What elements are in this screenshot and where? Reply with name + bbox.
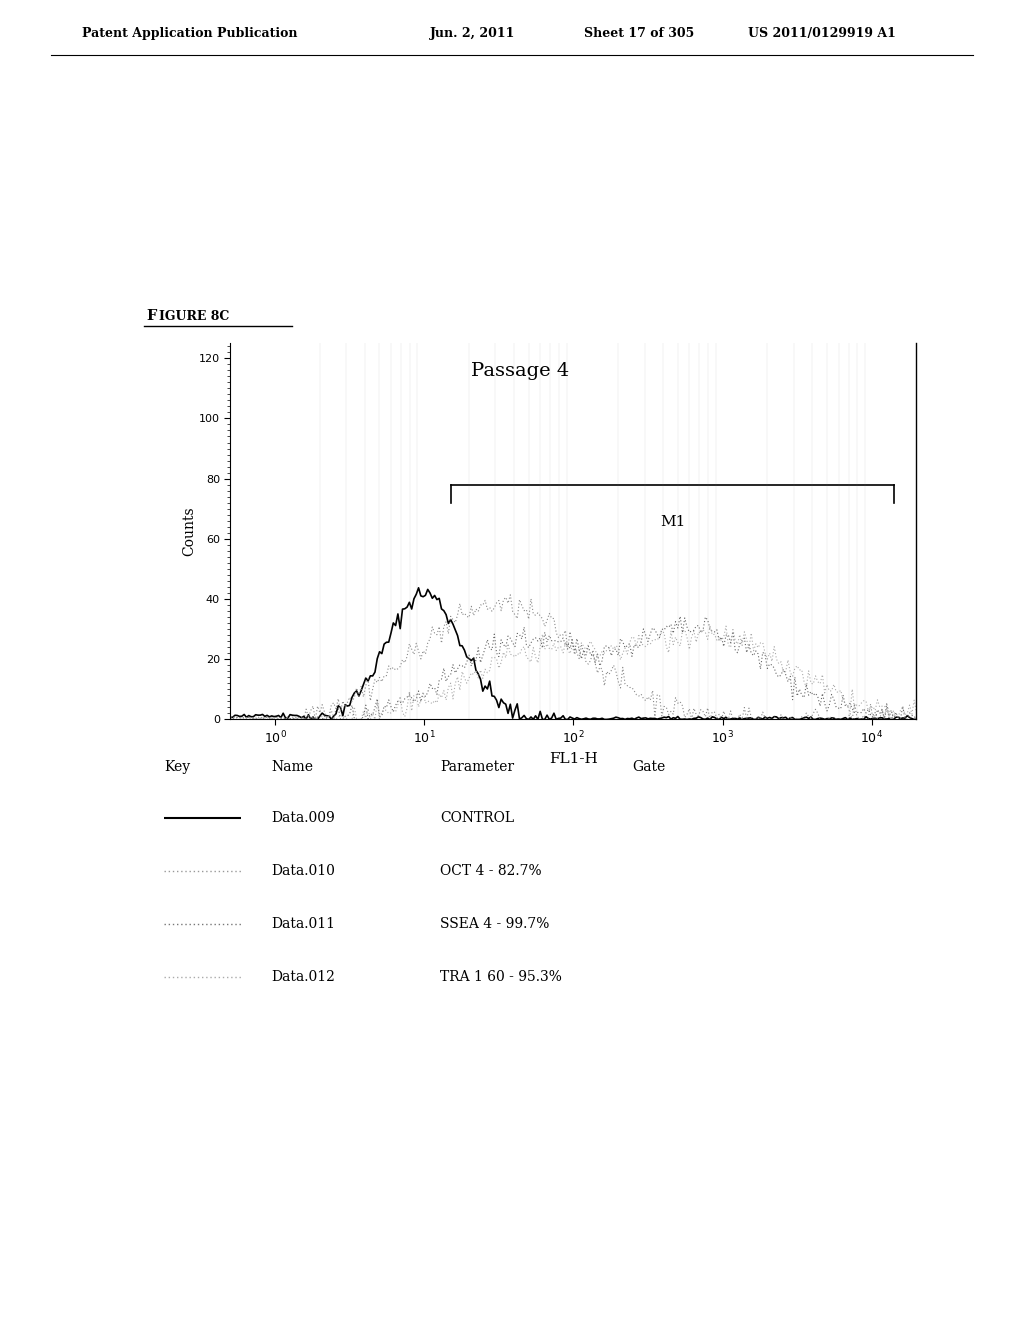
Text: OCT 4 - 82.7%: OCT 4 - 82.7% <box>440 865 542 878</box>
Text: Parameter: Parameter <box>440 760 514 775</box>
Text: Key: Key <box>164 760 190 775</box>
Text: F: F <box>146 309 157 323</box>
Text: TRA 1 60 - 95.3%: TRA 1 60 - 95.3% <box>440 970 562 983</box>
Text: IGURE 8C: IGURE 8C <box>159 310 229 323</box>
X-axis label: FL1-H: FL1-H <box>549 752 598 766</box>
Text: Data.012: Data.012 <box>271 970 335 983</box>
Text: US 2011/0129919 A1: US 2011/0129919 A1 <box>748 26 895 40</box>
Text: Data.011: Data.011 <box>271 917 336 931</box>
Text: SSEA 4 - 99.7%: SSEA 4 - 99.7% <box>440 917 550 931</box>
Y-axis label: Counts: Counts <box>182 507 196 556</box>
Text: Data.010: Data.010 <box>271 865 335 878</box>
Text: Gate: Gate <box>633 760 666 775</box>
Text: Jun. 2, 2011: Jun. 2, 2011 <box>430 26 515 40</box>
Text: Passage 4: Passage 4 <box>471 362 568 380</box>
Text: Sheet 17 of 305: Sheet 17 of 305 <box>584 26 694 40</box>
Text: Data.009: Data.009 <box>271 812 335 825</box>
Text: M1: M1 <box>659 515 685 529</box>
Text: Name: Name <box>271 760 313 775</box>
Text: CONTROL: CONTROL <box>440 812 514 825</box>
Text: Patent Application Publication: Patent Application Publication <box>82 26 297 40</box>
